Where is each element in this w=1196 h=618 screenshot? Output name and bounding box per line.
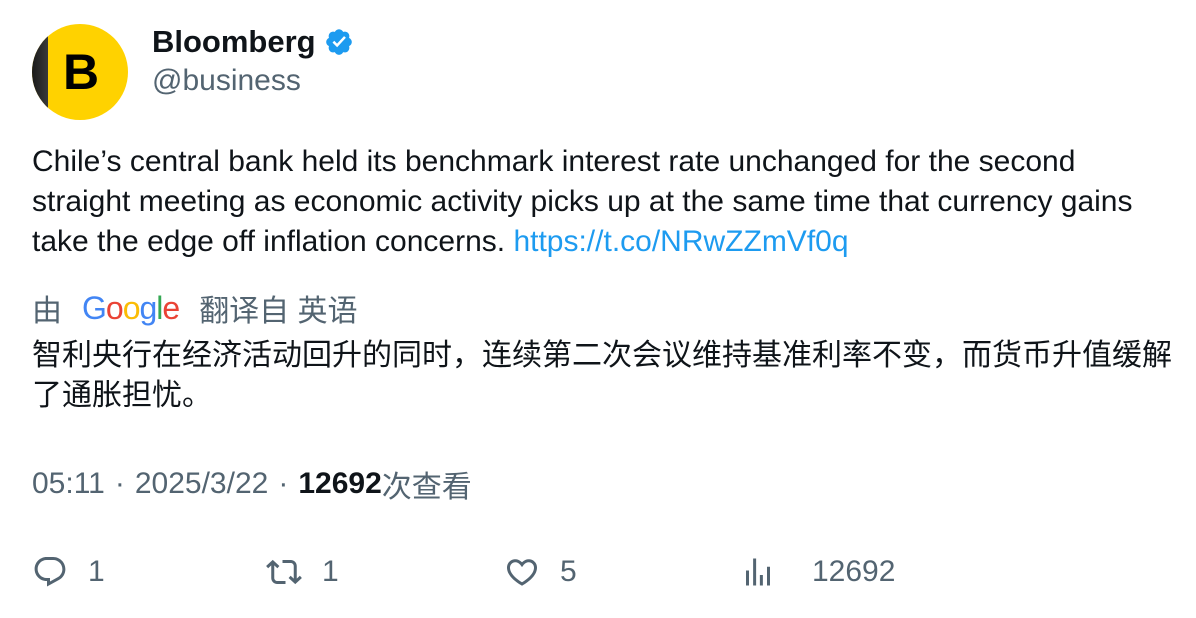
like-button[interactable]: 5 [504,550,577,594]
meta-views-label: 次查看 [381,471,472,504]
reply-count: 1 [88,555,105,588]
google-letter-1: G [82,289,107,326]
google-letter-5: l [156,289,163,326]
google-letter-6: e [162,289,180,326]
reply-icon [34,557,66,587]
like-count: 5 [560,555,577,588]
translation-by-label: 由 [32,295,62,328]
meta-views-count: 12692 [298,467,382,500]
tweet-meta: 05:11 · 2025/3/22 · 12692 次查看 [32,464,472,504]
author-handle[interactable]: @business [152,64,301,97]
google-letter-4: g [139,289,157,326]
views-button[interactable]: 12692 [740,550,895,594]
tweet-time[interactable]: 05:11 [32,467,105,500]
tweet-link[interactable]: https://t.co/NRwZZmVf0q [513,225,849,258]
reply-button[interactable]: 1 [32,550,105,594]
avatar-shade [32,24,48,120]
meta-separator: · [114,467,125,500]
translation-attribution: 由 Google 翻译自 英语 [32,288,358,329]
tweet-body: Chile’s central bank held its benchmark … [32,145,1141,258]
action-bar: 1 1 5 12692 [32,550,1172,594]
retweet-count: 1 [322,555,339,588]
views-count: 12692 [812,555,896,588]
heart-icon [506,559,538,586]
translated-text: 智利央行在经济活动回升的同时，连续第二次会议维持基准利率不变，而货币升值缓解了通… [32,338,1172,413]
google-letter-2: o [105,289,124,326]
author-display-name[interactable]: Bloomberg [152,24,316,59]
retweet-button[interactable]: 1 [266,550,339,594]
tweet-text: Chile’s central bank held its benchmark … [32,142,1172,262]
tweet-date[interactable]: 2025/3/22 [134,467,269,500]
avatar[interactable]: B [32,24,128,120]
author-name-row: Bloomberg [152,22,354,62]
google-logo[interactable]: Google [82,289,180,327]
views-chart-icon [746,558,770,586]
meta-separator: · [278,467,289,500]
avatar-logo-letter: B [62,44,100,100]
retweet-icon [266,559,302,585]
translated-from-label: 翻译自 英语 [199,295,358,328]
verified-badge-icon [324,27,354,57]
google-letter-3: o [122,289,141,326]
